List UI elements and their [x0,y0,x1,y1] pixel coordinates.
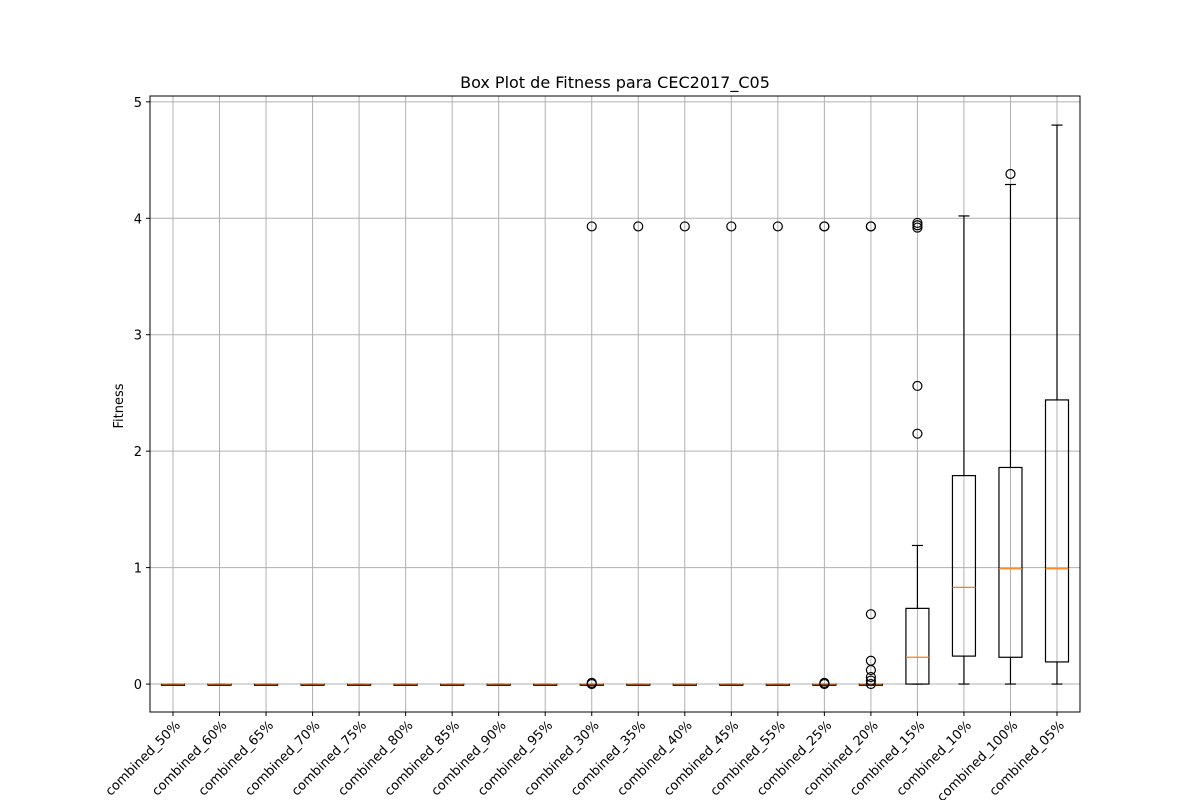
outlier-point [912,428,923,439]
y-tick-label: 1 [134,562,142,577]
chart-title: Box Plot de Fitness para CEC2017_C05 [460,73,770,93]
y-axis-label: Fitness [112,383,127,428]
outlier-point [819,678,830,690]
outlier-point [912,222,923,233]
box [905,607,930,685]
outlier-point [865,609,876,620]
outlier-point [586,221,597,232]
box [951,475,977,657]
y-tick-label: 3 [134,329,142,344]
box [998,466,1023,658]
outlier-point [633,221,644,232]
outlier-point [772,221,783,232]
outlier-point [679,221,690,232]
outlier-point [865,671,876,683]
y-tick-label: 4 [134,212,142,227]
outlier-point [865,664,876,676]
outlier-point [865,678,876,690]
outlier-point [865,221,876,232]
y-tick-label: 2 [134,445,142,460]
outlier-point [1005,168,1016,180]
outlier-point [726,221,737,232]
outlier-point [912,380,923,392]
y-tick-label: 5 [134,96,142,111]
box [1044,399,1070,663]
outlier-point [865,675,876,686]
outlier-point [586,678,597,690]
outlier-point [819,221,830,232]
axes-frame [149,95,1081,713]
y-tick-label: 0 [134,678,142,693]
